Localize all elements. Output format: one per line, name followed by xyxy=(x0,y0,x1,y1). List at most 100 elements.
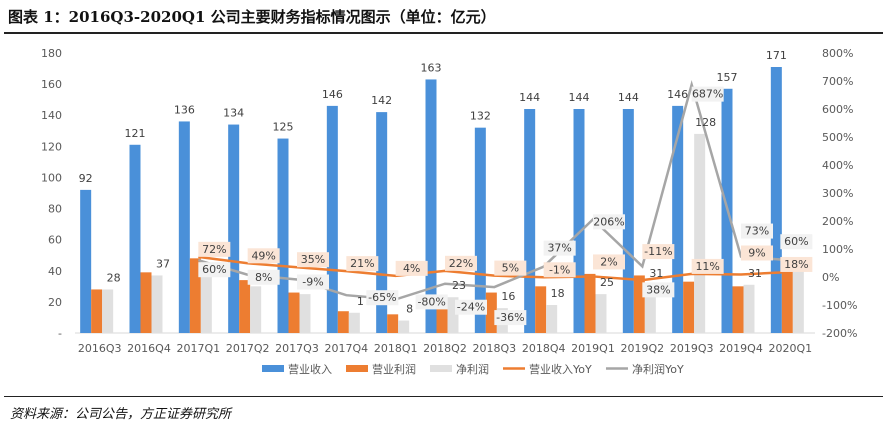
data-label-bg xyxy=(593,214,625,230)
left-axis-tick: 100 xyxy=(41,171,62,184)
bar-净利润 xyxy=(348,312,360,333)
right-axis-tick: 100% xyxy=(822,243,853,256)
line-label: 22% xyxy=(449,257,473,270)
bar-label-group: 92 xyxy=(79,172,93,185)
bar-营业收入 xyxy=(770,67,782,333)
right-axis-tick: 0% xyxy=(822,271,839,284)
bar-label: 16 xyxy=(501,290,515,303)
bar-label-group: 163 xyxy=(421,61,442,74)
bar-label-group: 31 xyxy=(649,267,663,280)
bar-label-group: 157 xyxy=(717,71,738,84)
line-label: -11% xyxy=(644,245,672,258)
line-label-group: -24% xyxy=(455,299,487,315)
line-label: 38% xyxy=(646,283,670,296)
data-label-bg xyxy=(780,234,813,250)
line-label: 11% xyxy=(695,260,719,273)
line-label-group: -65% xyxy=(366,290,399,306)
line-label-group: 37% xyxy=(543,240,576,256)
data-label-bg xyxy=(366,290,399,306)
bar-label-group: 1 xyxy=(357,295,364,308)
left-axis-tick: 60 xyxy=(48,234,62,247)
legend-label: 净利润 xyxy=(456,362,489,376)
bar-label: 1 xyxy=(357,295,364,308)
bottom-divider xyxy=(4,396,883,397)
line-label: 37% xyxy=(547,242,571,255)
bar-label: 37 xyxy=(156,257,170,270)
line-label: 49% xyxy=(251,249,275,262)
data-label-bg xyxy=(741,245,773,261)
bar-label: 31 xyxy=(649,267,663,280)
bar-营业利润 xyxy=(535,286,547,333)
legend-label: 净利润YoY xyxy=(632,362,684,376)
bar-营业利润 xyxy=(288,292,300,333)
line-label: 8% xyxy=(255,271,272,284)
line-label: -9% xyxy=(302,276,323,289)
bar-label-group: 128 xyxy=(695,116,716,129)
right-axis-tick: 500% xyxy=(822,131,853,144)
bar-营业利润 xyxy=(140,272,152,333)
bar-营业利润 xyxy=(485,292,497,333)
legend-label: 营业利润 xyxy=(372,362,416,376)
bar-label: 163 xyxy=(421,61,442,74)
line-label-group: 18% xyxy=(780,256,813,272)
legend-swatch xyxy=(346,365,368,372)
bar-label-group: 18 xyxy=(551,287,565,300)
data-label-bg xyxy=(494,310,527,326)
x-axis-tick: 2019Q3 xyxy=(670,342,714,355)
data-label-bg xyxy=(198,241,231,257)
bar-label: 146 xyxy=(667,88,688,101)
bar-营业利润 xyxy=(189,258,201,333)
bar-label: 157 xyxy=(717,71,738,84)
left-axis-tick: 140 xyxy=(41,109,62,122)
x-axis-tick: 2017Q4 xyxy=(325,342,369,355)
x-axis-tick: 2017Q2 xyxy=(226,342,270,355)
bar-营业收入 xyxy=(524,109,536,333)
bar-营业收入 xyxy=(425,79,437,333)
bar-label-group: 146 xyxy=(322,88,343,101)
bar-净利润 xyxy=(200,277,212,333)
line-label-group: -11% xyxy=(642,244,675,260)
bar-营业收入 xyxy=(277,138,289,333)
line-label: -24% xyxy=(457,301,485,314)
bar-label-group: 121 xyxy=(125,127,146,140)
bar-营业利润 xyxy=(239,280,251,333)
bar-label: 28 xyxy=(107,271,121,284)
right-axis-tick: 200% xyxy=(822,215,853,228)
bar-label-group: 25 xyxy=(600,276,614,289)
line-label: 35% xyxy=(301,253,325,266)
line-label-group: 38% xyxy=(642,282,675,298)
bar-label: 8 xyxy=(406,303,413,316)
bar-label: 144 xyxy=(618,91,639,104)
right-axis-tick: -200% xyxy=(822,327,857,340)
data-label-bg xyxy=(642,282,675,298)
bar-label: 136 xyxy=(174,103,195,116)
bar-label: 132 xyxy=(470,110,491,123)
bar-营业利润 xyxy=(387,314,399,333)
bar-label: 144 xyxy=(519,91,540,104)
data-label-bg xyxy=(741,223,773,239)
bar-营业利润 xyxy=(337,311,349,333)
x-axis-tick: 2019Q1 xyxy=(571,342,615,355)
data-label-bg xyxy=(455,299,487,315)
bar-营业收入 xyxy=(178,121,190,333)
bar-label-group: 8 xyxy=(406,303,413,316)
x-axis-tick: 2019Q4 xyxy=(719,342,763,355)
right-axis-tick: 800% xyxy=(822,47,853,60)
line-label: -36% xyxy=(496,311,524,324)
line-label: 2% xyxy=(600,255,617,268)
bar-净利润 xyxy=(299,294,311,333)
line-label-group: 49% xyxy=(247,248,280,264)
line-label-group: -36% xyxy=(494,310,527,326)
bar-label-group: 136 xyxy=(174,103,195,116)
bar-净利润 xyxy=(595,294,607,333)
line-label: 21% xyxy=(350,257,374,270)
right-axis-tick: 700% xyxy=(822,75,853,88)
line-label: 4% xyxy=(403,262,420,275)
data-label-bg xyxy=(494,260,527,276)
data-label-bg xyxy=(415,294,448,310)
bar-营业收入 xyxy=(326,105,338,333)
bar-label: 144 xyxy=(569,91,590,104)
line-label-group: 5% xyxy=(494,260,527,276)
line-label-group: 206% xyxy=(593,214,625,230)
